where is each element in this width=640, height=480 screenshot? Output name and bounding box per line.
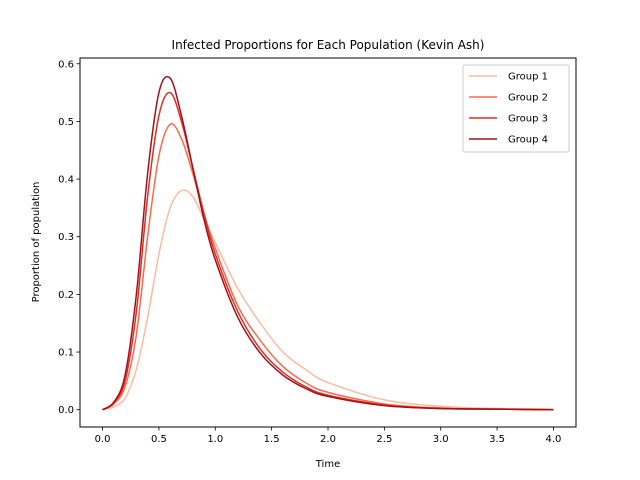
x-tick-label: 0.5 [151, 434, 167, 445]
series-layer [102, 75, 554, 411]
series-line-group-3 [102, 91, 554, 411]
x-axis-label: Time [315, 459, 340, 470]
x-tick-label: 2.0 [320, 434, 336, 445]
y-tick-label: 0.6 [58, 59, 74, 70]
x-tick-label: 0.0 [95, 434, 111, 445]
x-tick-label: 1.5 [264, 434, 280, 445]
y-tick-label: 0.5 [58, 117, 74, 128]
series-line-group-4 [102, 75, 554, 411]
x-axis-ticks: 0.0 0.5 1.0 1.5 2.0 2.5 3.0 3.5 4.0 [95, 427, 562, 445]
y-tick-label: 0.4 [58, 175, 74, 186]
x-tick-label: 2.5 [376, 434, 392, 445]
legend-box [462, 64, 570, 153]
legend-label-group-2: Group 2 [508, 93, 548, 104]
x-tick-label: 3.0 [433, 434, 449, 445]
legend: Group 1 Group 2 Group 3 Group 4 [462, 64, 570, 153]
legend-label-group-4: Group 4 [508, 135, 548, 146]
legend-items: Group 1 Group 2 Group 3 Group 4 [469, 72, 548, 146]
chart-title: Infected Proportions for Each Population… [172, 38, 485, 52]
y-axis-label: Proportion of population [31, 182, 42, 303]
x-tick-label: 1.0 [207, 434, 223, 445]
legend-label-group-1: Group 1 [508, 72, 548, 83]
legend-label-group-3: Group 3 [508, 114, 548, 125]
y-axis-ticks: 0.0 0.1 0.2 0.3 0.4 0.5 0.6 [58, 59, 80, 416]
y-tick-label: 0.0 [58, 405, 74, 416]
y-tick-label: 0.2 [58, 290, 74, 301]
x-tick-label: 3.5 [489, 434, 505, 445]
y-tick-label: 0.1 [58, 348, 74, 359]
y-tick-label: 0.3 [58, 232, 74, 243]
x-tick-label: 4.0 [546, 434, 562, 445]
